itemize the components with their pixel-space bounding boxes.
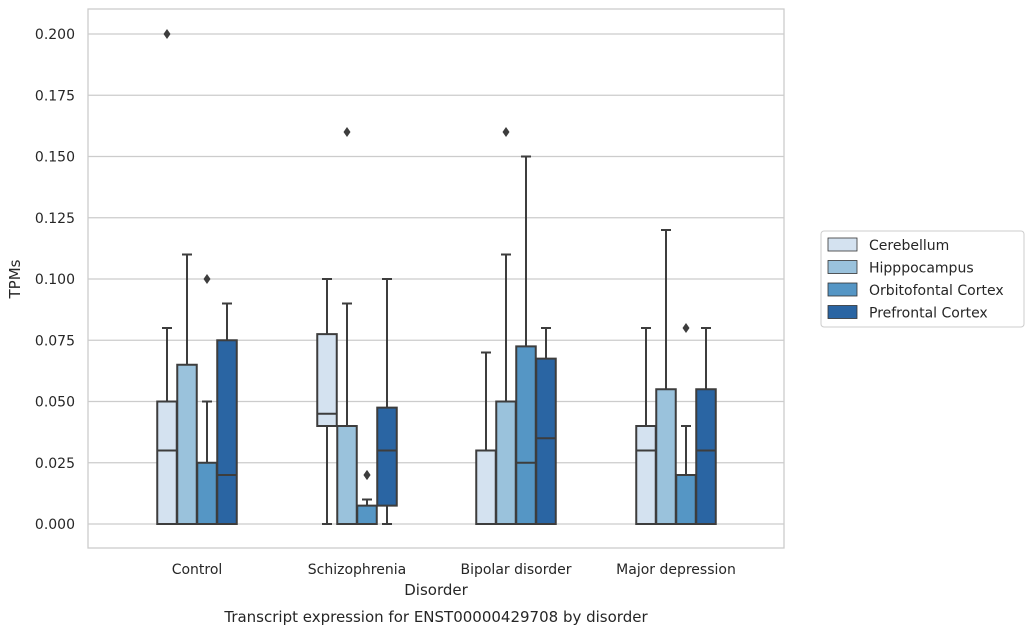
box-3-1 (376, 278, 398, 525)
outlier-point (502, 127, 510, 137)
box-series (156, 29, 717, 525)
box-body (495, 400, 517, 525)
legend: Cerebellum Hipppocampus Orbitofontal Corte… (820, 230, 1025, 328)
plot-frame (87, 8, 785, 549)
box-body (695, 388, 717, 525)
box-1-3 (655, 229, 677, 525)
outlier-point (343, 127, 351, 137)
box-body (675, 474, 697, 525)
y-tick-label: 0.075 (35, 333, 75, 349)
box-body (376, 406, 398, 507)
box-body (515, 345, 537, 525)
legend-label: Prefrontal Cortex (869, 306, 988, 322)
box-body (336, 425, 358, 525)
legend-label: Hipppocampus (869, 261, 974, 277)
box-body (635, 425, 657, 525)
box-body (216, 339, 238, 525)
outlier-point (682, 323, 690, 333)
x-tick-label: Control (172, 562, 223, 578)
y-tick-label: 0.025 (35, 456, 75, 472)
box-body (655, 388, 677, 525)
box-body (356, 504, 378, 525)
box-1-0 (176, 253, 198, 525)
x-tick-label: Bipolar disorder (460, 562, 571, 578)
box-2-0 (196, 274, 218, 525)
y-tick-label: 0.200 (35, 27, 75, 43)
legend-swatch (827, 237, 858, 252)
box-0-0 (156, 29, 178, 525)
x-axis-label: Disorder (404, 581, 468, 599)
box-2-3 (675, 323, 697, 525)
box-body (196, 461, 218, 525)
legend-swatch (827, 305, 858, 319)
y-tick-label: 0.000 (35, 517, 75, 533)
box-1-2 (495, 127, 517, 525)
box-body (156, 400, 178, 525)
y-tick-label: 0.125 (35, 211, 75, 227)
chart-caption: Transcript expression for ENST0000042970… (223, 608, 648, 626)
y-tick-label: 0.150 (35, 150, 75, 166)
y-tick-label: 0.100 (35, 272, 75, 288)
outlier-point (163, 29, 171, 39)
box-3-2 (535, 327, 557, 525)
box-0-1 (316, 278, 338, 525)
outlier-point (363, 470, 371, 480)
y-axis-label: TPMs (6, 259, 24, 299)
box-2-1 (356, 470, 378, 525)
box-0-3 (635, 327, 657, 525)
box-body (535, 357, 557, 525)
legend-swatch (827, 282, 858, 297)
y-tick-label: 0.050 (35, 395, 75, 411)
x-tick-label: Major depression (616, 562, 736, 578)
x-tick-label: Schizophrenia (308, 562, 406, 578)
box-3-3 (695, 327, 717, 525)
legend-frame (820, 230, 1025, 328)
legend-label: Cerebellum (869, 238, 949, 254)
x-tick-labels: Control Schizophrenia Bipolar disorder Majo… (172, 562, 736, 578)
box-body (176, 363, 198, 525)
y-tick-label: 0.175 (35, 88, 75, 104)
y-tick-labels: 0.000 0.025 0.050 0.075 0.100 0.125 0.150 0.175… (35, 27, 75, 533)
box-3-0 (216, 302, 238, 525)
outlier-point (203, 274, 211, 284)
box-body (316, 333, 338, 427)
legend-swatch (827, 260, 858, 274)
box-1-1 (336, 127, 358, 525)
legend-label: Orbitofontal Cortex (869, 283, 1004, 299)
box-body (475, 449, 497, 525)
box-0-2 (475, 351, 497, 525)
